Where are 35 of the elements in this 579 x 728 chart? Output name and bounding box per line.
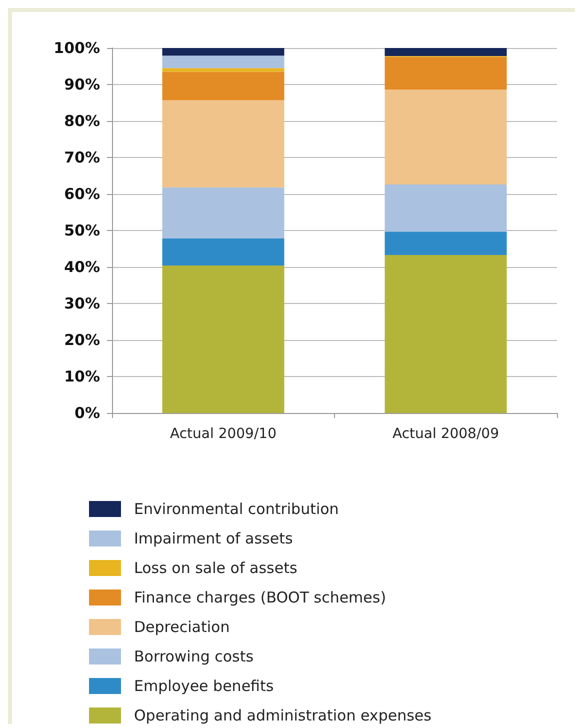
- bar: [162, 56, 284, 68]
- legend-label: Loss on sale of assets: [134, 559, 298, 577]
- bar: [384, 90, 507, 185]
- legend-label: Operating and administration expenses: [134, 706, 432, 724]
- y-tick-label: 0%: [74, 404, 100, 422]
- y-tick-label: 10%: [64, 368, 100, 386]
- bar: [162, 266, 284, 413]
- bar: [384, 254, 507, 413]
- y-tick-label: 30%: [64, 294, 100, 312]
- bar: [162, 48, 284, 56]
- legend-label: Borrowing costs: [134, 648, 254, 666]
- bar: [162, 187, 284, 239]
- bar: [384, 184, 507, 232]
- y-tick-label: 40%: [64, 258, 100, 276]
- x-tick-label: Actual 2008/09: [392, 426, 499, 442]
- legend-label: Impairment of assets: [134, 530, 293, 548]
- y-tick-label: 80%: [64, 112, 100, 130]
- y-tick-label: 50%: [64, 222, 100, 240]
- legend-label: Depreciation: [134, 618, 230, 636]
- legend-label: Environmental contribution: [134, 500, 339, 518]
- bar: [384, 48, 507, 56]
- bar: [162, 238, 284, 266]
- y-tick-label: 60%: [64, 185, 100, 203]
- bar: [162, 68, 284, 72]
- y-tick-label: 100%: [54, 39, 100, 57]
- bar: [384, 232, 507, 255]
- y-tick-label: 90%: [64, 76, 100, 94]
- y-tick-label: 20%: [64, 331, 100, 349]
- legend-label: Employee benefits: [134, 677, 274, 695]
- x-tick-label: Actual 2009/10: [170, 426, 276, 442]
- bar: [384, 56, 507, 90]
- y-tick-label: 70%: [64, 148, 100, 166]
- legend-label: Finance charges (BOOT schemes): [134, 588, 386, 606]
- bar: [162, 72, 284, 100]
- bar: [162, 100, 284, 188]
